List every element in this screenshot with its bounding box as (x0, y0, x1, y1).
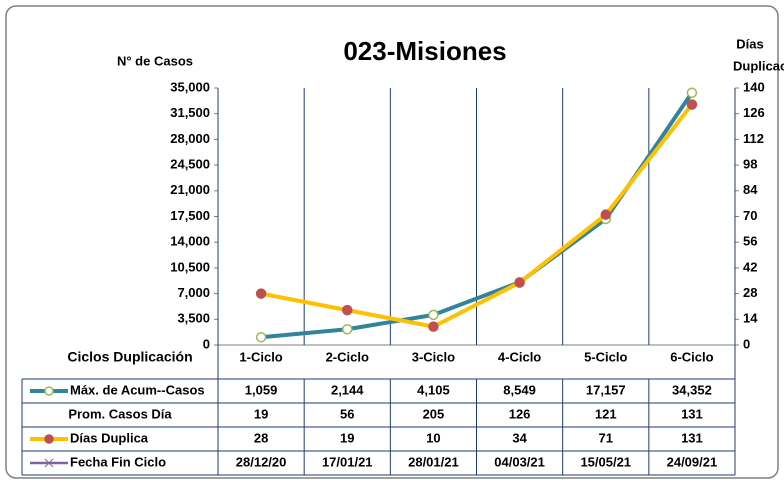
y-tick-label: 3,500 (177, 311, 210, 326)
table-cell: 71 (599, 430, 613, 445)
legend-label: Fecha Fin Ciclo (70, 454, 166, 469)
data-point (686, 87, 698, 99)
x-tick-label: 5-Ciclo (584, 349, 627, 364)
legend-label: Prom. Casos Día (68, 406, 172, 421)
y2-axis-label: Duplicación (733, 58, 784, 73)
data-point (255, 288, 267, 299)
data-point (428, 321, 439, 332)
series-line (260, 103, 694, 329)
table-cell: 131 (681, 430, 703, 445)
table-header: Ciclos Duplicación (67, 349, 192, 365)
data-point (428, 309, 439, 321)
data-point (342, 304, 353, 316)
y-tick-label: 0 (203, 336, 210, 351)
y-tick-label: 31,500 (170, 105, 210, 120)
y-tick-label: 21,000 (170, 182, 210, 197)
table-cell: 121 (595, 406, 617, 421)
y-axis-label: N° de Casos (117, 53, 193, 68)
x-tick-label: 6-Ciclo (670, 349, 713, 364)
table-cell: 1,059 (245, 382, 278, 397)
y2-tick-label: 140 (743, 79, 765, 94)
table-cell: 17/01/21 (322, 454, 373, 469)
table-cell: 28 (254, 430, 268, 445)
data-point (686, 99, 698, 110)
table-cell: 34,352 (672, 382, 712, 397)
y-tick-label: 10,500 (170, 259, 210, 274)
data-point (342, 324, 353, 335)
legend-label: Días Duplica (70, 430, 149, 445)
x-tick-label: 3-Ciclo (412, 349, 455, 364)
y2-tick-label: 126 (743, 105, 765, 120)
chart-frame (5, 5, 779, 479)
data-point (255, 331, 267, 343)
table-cell: 19 (340, 430, 354, 445)
y2-tick-label: 70 (743, 208, 757, 223)
y-tick-label: 14,000 (170, 234, 210, 249)
x-tick-label: 1-Ciclo (239, 349, 282, 364)
y2-tick-label: 42 (743, 259, 757, 274)
table-cell: 126 (509, 406, 531, 421)
table-cell: 10 (426, 430, 440, 445)
legend-label: Máx. de Acum--Casos (70, 382, 205, 397)
table-cell: 34 (512, 430, 527, 445)
y-tick-label: 35,000 (170, 79, 210, 94)
y2-axis-label: Días (736, 36, 763, 51)
legend-marker (44, 434, 54, 444)
y2-tick-label: 84 (743, 182, 758, 197)
chart-title: 023-Misiones (343, 36, 506, 66)
y2-tick-label: 0 (743, 336, 750, 351)
table-cell: 17,157 (586, 382, 626, 397)
table-cell: 131 (681, 406, 703, 421)
x-tick-label: 2-Ciclo (326, 349, 369, 364)
y-tick-label: 28,000 (170, 131, 210, 146)
y2-tick-label: 28 (743, 285, 757, 300)
y-tick-label: 24,500 (170, 157, 210, 172)
table-cell: 4,105 (417, 382, 450, 397)
table-cell: 28/01/21 (408, 454, 459, 469)
table-cell: 56 (340, 406, 354, 421)
y2-tick-label: 14 (743, 311, 758, 326)
legend-marker (44, 458, 54, 468)
table-cell: 2,144 (331, 382, 364, 397)
table-cell: 19 (254, 406, 268, 421)
table-cell: 04/03/21 (494, 454, 545, 469)
y2-tick-label: 56 (743, 234, 757, 249)
table-cell: 24/09/21 (667, 454, 718, 469)
legend-marker (44, 386, 54, 396)
y2-tick-label: 112 (743, 131, 764, 146)
y2-tick-label: 98 (743, 157, 757, 172)
table-cell: 205 (423, 406, 445, 421)
data-point (514, 277, 525, 288)
x-tick-label: 4-Ciclo (498, 349, 541, 364)
y-tick-label: 7,000 (177, 285, 210, 300)
y-tick-label: 17,500 (170, 208, 210, 223)
table-cell: 28/12/20 (236, 454, 287, 469)
table-cell: 15/05/21 (580, 454, 631, 469)
table-cell: 8,549 (503, 382, 536, 397)
data-point (600, 209, 611, 220)
